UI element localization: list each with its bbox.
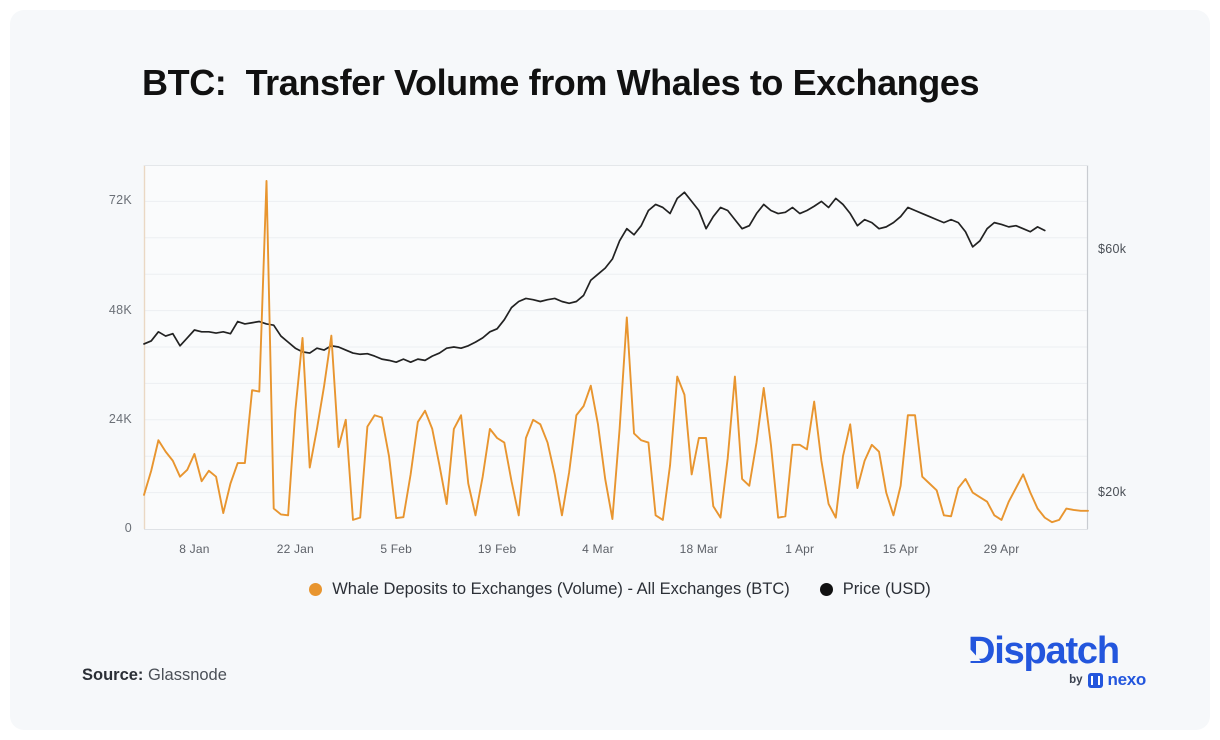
logo-byline: by nexo — [1069, 670, 1146, 690]
source-value: Glassnode — [143, 666, 227, 684]
x-axis-tick-label: 15 Apr — [882, 542, 919, 556]
legend-item[interactable]: Whale Deposits to Exchanges (Volume) - A… — [309, 580, 790, 599]
whale-volume-line — [143, 179, 1089, 524]
legend-label: Price (USD) — [842, 580, 931, 598]
y-axis-left-tick-label: 48K — [108, 302, 132, 317]
y-axis-left-tick-label: 0 — [124, 521, 132, 535]
y-axis-left-tick-label: 72K — [108, 193, 132, 208]
source-label: Source: — [82, 666, 144, 684]
logo-by-text: by — [1069, 674, 1083, 686]
chart-plot-area: 0 24K 48K 72K $20k $60k 8 Jan 22 Jan 5 Feb 19 F… — [10, 10, 1210, 730]
x-axis-tick-label: 1 Apr — [785, 542, 815, 556]
y-axis-right-tick-label: $60k — [1098, 241, 1127, 256]
chart-card: BTC: Transfer Volume from Whales to Exch… — [10, 10, 1210, 730]
page-title: BTC: Transfer Volume from Whales to Exch… — [142, 62, 980, 103]
x-axis-tick-label: 29 Apr — [983, 542, 1020, 556]
gridlines-layer — [144, 200, 1088, 494]
x-axis-tick-label: 4 Mar — [582, 542, 614, 556]
source-note: Source: Glassnode — [82, 666, 227, 685]
x-axis-tick-label: 22 Jan — [276, 542, 314, 556]
chart-legend: Whale Deposits to Exchanges (Volume) - A… — [10, 580, 1210, 599]
chart-svg — [143, 165, 1089, 530]
x-axis-tick-label: 18 Mar — [679, 542, 719, 556]
logo-d-notch-icon — [970, 649, 981, 661]
x-axis-tick-label: 19 Feb — [477, 542, 517, 556]
dispatch-logo: Dispatch by nexo — [968, 632, 1148, 694]
x-axis-tick-label: 5 Feb — [380, 542, 413, 556]
legend-dot-icon — [819, 583, 833, 596]
legend-dot-icon — [309, 583, 323, 596]
logo-brand-text: nexo — [1107, 670, 1147, 689]
y-axis-right-tick-label: $20k — [1098, 484, 1127, 499]
logo-wordmark: Dispatch — [968, 630, 1120, 672]
nexo-mark-icon — [1087, 672, 1103, 688]
legend-label: Whale Deposits to Exchanges (Volume) - A… — [332, 580, 790, 598]
x-axis-tick-label: 8 Jan — [179, 542, 210, 556]
legend-item[interactable]: Price (USD) — [819, 580, 931, 599]
price-line — [143, 191, 1046, 364]
y-axis-left-tick-label: 24K — [108, 411, 132, 426]
